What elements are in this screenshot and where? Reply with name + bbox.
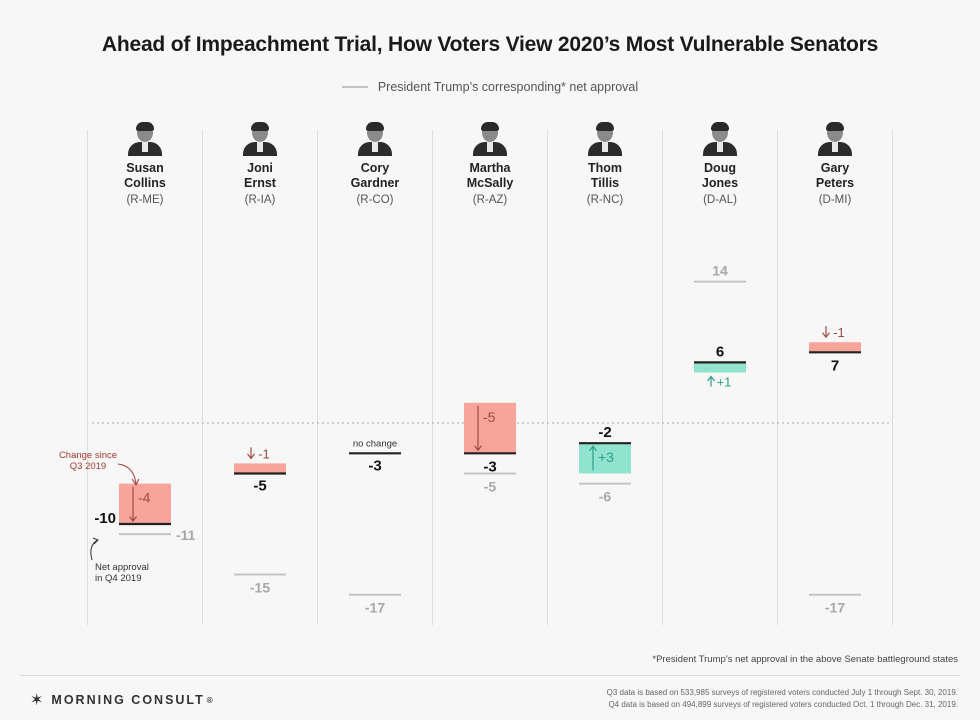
change-arrow-head: [247, 453, 255, 460]
source-line-q3: Q3 data is based on 533,985 surveys of r…: [606, 688, 958, 697]
net-approval-label: -2: [598, 424, 611, 441]
morning-consult-logo-icon: ✶: [30, 692, 44, 709]
senator-first-name: Martha: [469, 161, 511, 175]
change-arrow-head: [474, 445, 482, 452]
source-line-q4: Q4 data is based on 494,899 surveys of r…: [608, 700, 958, 709]
net-approval-label: -10: [94, 510, 116, 527]
change-arrow-head: [589, 445, 597, 452]
trump-approval-label: -11: [176, 527, 196, 543]
legend: President Trump’s corresponding* net app…: [0, 80, 980, 94]
brand-name: MORNING CONSULT: [51, 693, 205, 707]
change-arrow-head: [129, 516, 137, 522]
footer-divider: [20, 675, 960, 676]
senator-party: (R-ME): [126, 194, 164, 206]
change-arrow-head: [707, 375, 715, 382]
senator-first-name: Gary: [820, 161, 850, 175]
senator-name: Cory Gardner: [320, 161, 430, 191]
change-label: +1: [717, 375, 732, 390]
trump-approval-label: 14: [712, 263, 728, 279]
change-increase-bar: [579, 443, 631, 474]
senator-last-name: Tillis: [590, 176, 620, 190]
net-approval-label: -3: [368, 457, 381, 474]
trump-approval-label: -5: [484, 479, 497, 495]
legend-label: President Trump’s corresponding* net app…: [377, 80, 639, 94]
chart-title: Ahead of Impeachment Trial, How Voters V…: [101, 33, 879, 56]
senator-party: (R-NC): [586, 194, 624, 206]
senator-first-name: Thom: [587, 161, 623, 175]
annotation-change-pointer: [117, 463, 137, 485]
senator-first-name: Joni: [247, 161, 273, 175]
annotation-change-since: Change since: [59, 450, 117, 461]
senator-name: Doug Jones: [665, 161, 775, 191]
senator-portrait-icon: [127, 122, 163, 156]
senator-party: (R-AZ): [472, 194, 508, 206]
change-decrease-bar: [464, 402, 516, 454]
trump-approval-label: -6: [599, 489, 612, 505]
senator-name: Joni Ernst: [205, 161, 315, 191]
brand-registered: ®: [206, 695, 213, 705]
annotation-net-pointer-head: [92, 537, 99, 545]
change-decrease-bar: [234, 463, 286, 474]
senator-last-name: McSally: [466, 176, 514, 190]
net-approval-label: -3: [483, 458, 496, 475]
net-approval-label: 6: [716, 343, 724, 360]
senator-party: (D-MI): [818, 194, 852, 206]
source-note: Q3 data is based on 533,985 surveys of r…: [607, 687, 958, 711]
no-change-label: no change: [353, 438, 397, 449]
senator-party: (R-IA): [244, 194, 276, 206]
annotation-change-since: Q3 2019: [70, 461, 106, 472]
senator-portrait-icon: [472, 122, 508, 156]
change-increase-bar: [694, 362, 746, 373]
senator-last-name: Jones: [701, 176, 739, 190]
senator-last-name: Collins: [124, 176, 166, 190]
annotation-net-approval: in Q4 2019: [95, 573, 141, 584]
change-label: +3: [598, 449, 614, 465]
senator-portrait-icon: [587, 122, 623, 156]
senator-party: (D-AL): [703, 194, 737, 206]
senator-last-name: Ernst: [244, 176, 276, 190]
change-decrease-bar: [809, 342, 861, 353]
senator-last-name: Peters: [815, 176, 855, 190]
change-label: -5: [483, 409, 496, 425]
trump-approval-label: -15: [250, 580, 270, 596]
net-approval-label: 7: [831, 357, 839, 374]
annotation-change-pointer-head: [131, 478, 140, 486]
change-label: -4: [138, 490, 151, 506]
senator-name: Susan Collins: [90, 161, 200, 191]
change-decrease-bar: [119, 483, 171, 524]
senator-portrait-icon: [357, 122, 393, 156]
senator-portrait-icon: [702, 122, 738, 156]
senator-last-name: Gardner: [350, 176, 400, 190]
change-arrow-head: [822, 332, 830, 339]
net-approval-label: -5: [253, 478, 266, 495]
senator-name: Thom Tillis: [550, 161, 660, 191]
senator-first-name: Cory: [360, 161, 390, 175]
senator-name: Gary Peters: [780, 161, 890, 191]
footnote: *President Trump’s net approval in the a…: [652, 654, 958, 665]
legend-line-swatch: [341, 86, 368, 88]
brand-logo: ✶ MORNING CONSULT ®: [30, 690, 213, 710]
senator-first-name: Doug: [704, 161, 736, 175]
senator-party: (R-CO): [356, 194, 394, 206]
senator-first-name: Susan: [126, 161, 164, 175]
senator-name: Martha McSally: [435, 161, 545, 191]
change-label: -1: [833, 325, 845, 340]
annotation-net-approval: Net approval: [95, 562, 149, 573]
trump-approval-label: -17: [365, 600, 385, 616]
change-label: -1: [258, 446, 270, 461]
trump-approval-label: -17: [825, 600, 845, 616]
senator-portrait-icon: [242, 122, 278, 156]
senator-portrait-icon: [817, 122, 853, 156]
